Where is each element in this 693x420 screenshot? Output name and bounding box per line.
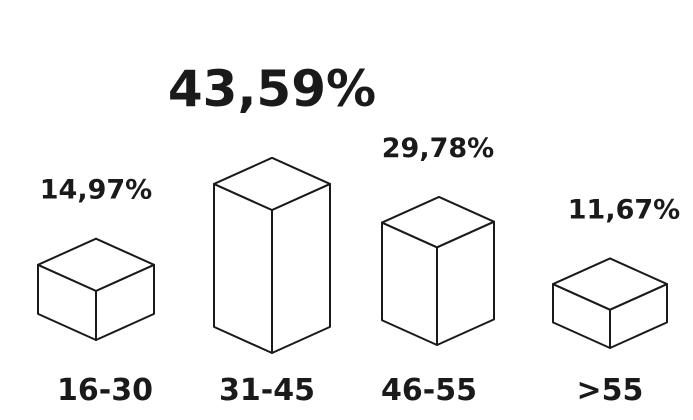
bar-right-face	[271, 182, 331, 354]
bar-top-face	[552, 257, 668, 311]
bar-top-face	[37, 237, 155, 292]
value-label-31-45: 43,59%	[168, 60, 376, 118]
category-label->55: >55	[577, 373, 644, 408]
value-label-16-30: 14,97%	[40, 175, 152, 206]
category-label-31-45: 31-45	[219, 373, 315, 408]
bar-31-45	[213, 156, 331, 354]
value-label->55: 11,67%	[568, 194, 680, 225]
value-label-46-55: 29,78%	[382, 133, 494, 164]
bar-left-face	[213, 182, 273, 354]
category-label-46-55: 46-55	[381, 373, 477, 408]
bar-46-55	[381, 195, 495, 346]
category-label-16-30: 16-30	[57, 373, 153, 408]
bar->55	[552, 257, 668, 349]
bar-top-face	[213, 156, 331, 212]
bar-top-face	[381, 195, 495, 249]
bar-16-30	[37, 237, 155, 341]
